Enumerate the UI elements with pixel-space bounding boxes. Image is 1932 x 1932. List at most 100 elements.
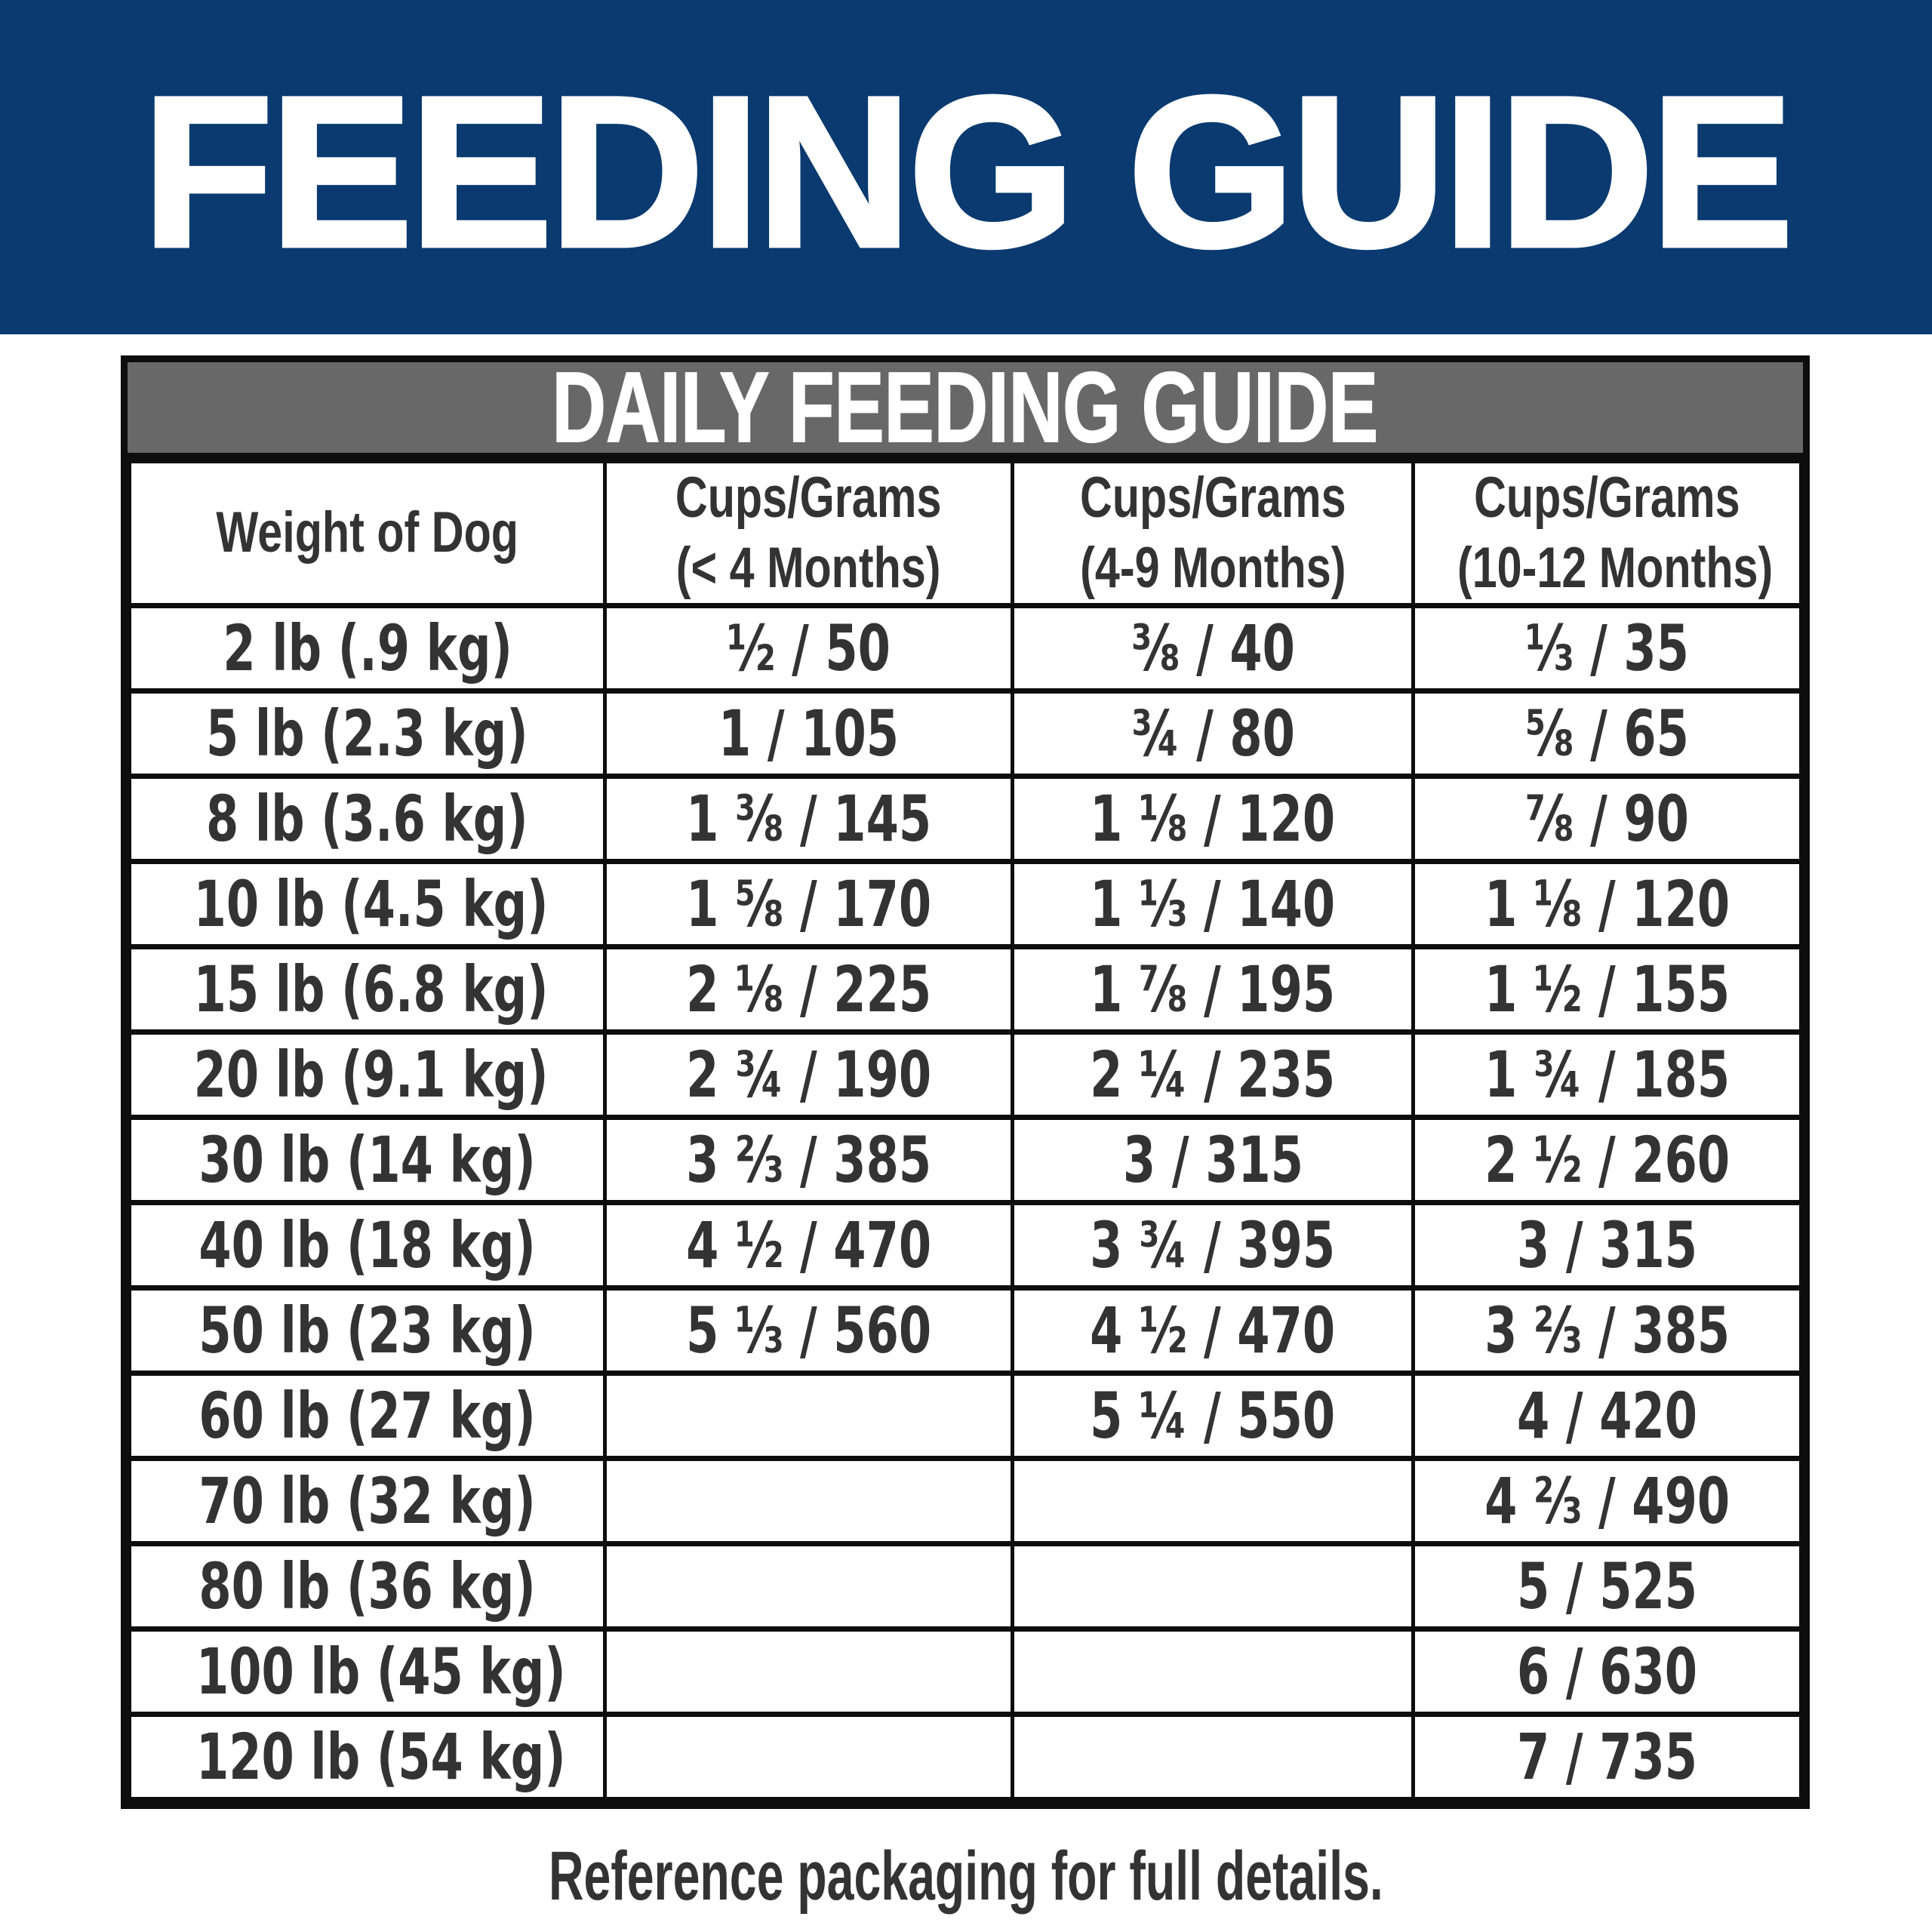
cups-4-9-months-cell: 4 ½ / 470 bbox=[1010, 1285, 1416, 1377]
table-row: 40 lb (18 kg) 4 ½ / 470 3 ¾ / 395 3 / 31… bbox=[127, 1200, 1803, 1291]
cups-10-12-months-value: 4 / 420 bbox=[1517, 1379, 1698, 1454]
cups-10-12-months-value: 6 / 630 bbox=[1517, 1635, 1698, 1709]
table-row: 20 lb (9.1 kg) 2 ¾ / 190 2 ¼ / 235 1 ¾ /… bbox=[127, 1029, 1803, 1121]
weight-value: 70 lb (32 kg) bbox=[198, 1464, 536, 1539]
table-row: 70 lb (32 kg) 4 ⅔ / 490 bbox=[127, 1456, 1803, 1547]
cups-under-4-months-cell: 1 ⅝ / 170 bbox=[603, 859, 1014, 950]
cups-4-9-months-value: 1 ⅓ / 140 bbox=[1090, 867, 1336, 942]
cups-under-4-months-value: 1 / 105 bbox=[718, 697, 900, 771]
cups-4-9-months-value: 2 ¼ / 235 bbox=[1090, 1038, 1336, 1112]
cups-10-12-months-cell: 1 ½ / 155 bbox=[1411, 944, 1803, 1035]
cups-10-12-months-cell: 4 / 420 bbox=[1411, 1371, 1803, 1462]
weight-cell: 50 lb (23 kg) bbox=[127, 1285, 608, 1377]
cups-under-4-months-cell: 1 / 105 bbox=[603, 688, 1014, 780]
cups-4-9-months-cell bbox=[1010, 1626, 1416, 1718]
cups-under-4-months-value: 1 ⅝ / 170 bbox=[686, 867, 932, 942]
weight-cell: 70 lb (32 kg) bbox=[127, 1456, 608, 1547]
cups-4-9-months-value: 4 ½ / 470 bbox=[1090, 1294, 1336, 1368]
col-header-under-4-months: Cups/Grams (< 4 Months) bbox=[603, 457, 1014, 609]
cups-under-4-months-value: ½ / 50 bbox=[727, 611, 891, 686]
cups-under-4-months-cell: 1 ⅜ / 145 bbox=[603, 774, 1014, 865]
weight-cell: 40 lb (18 kg) bbox=[127, 1200, 608, 1291]
table-row: 2 lb (.9 kg) ½ / 50 ⅜ / 40 ⅓ / 35 bbox=[127, 603, 1803, 694]
weight-cell: 20 lb (9.1 kg) bbox=[127, 1029, 608, 1121]
cups-4-9-months-cell: 3 ¾ / 395 bbox=[1010, 1200, 1416, 1291]
weight-value: 20 lb (9.1 kg) bbox=[193, 1038, 549, 1112]
page-title: FEEDING GUIDE bbox=[140, 52, 1796, 292]
weight-value: 8 lb (3.6 kg) bbox=[206, 782, 529, 857]
cups-10-12-months-value: 7 / 735 bbox=[1517, 1720, 1698, 1795]
weight-cell: 10 lb (4.5 kg) bbox=[127, 859, 608, 950]
cups-under-4-months-cell bbox=[603, 1712, 1014, 1803]
cups-4-9-months-value: 3 / 315 bbox=[1122, 1123, 1303, 1198]
col-header-4-9-months-line1: Cups/Grams bbox=[1079, 466, 1346, 530]
weight-cell: 5 lb (2.3 kg) bbox=[127, 688, 608, 780]
table-row: 15 lb (6.8 kg) 2 ⅛ / 225 1 ⅞ / 195 1 ½ /… bbox=[127, 944, 1803, 1035]
cups-under-4-months-cell: 5 ⅓ / 560 bbox=[603, 1285, 1014, 1377]
weight-value: 40 lb (18 kg) bbox=[198, 1208, 536, 1283]
cups-10-12-months-value: 5 / 525 bbox=[1517, 1549, 1698, 1624]
cups-10-12-months-value: 3 / 315 bbox=[1517, 1208, 1698, 1283]
cups-10-12-months-value: ⅓ / 35 bbox=[1525, 611, 1690, 686]
table-title: DAILY FEEDING GUIDE bbox=[552, 352, 1379, 463]
cups-10-12-months-value: 1 ⅛ / 120 bbox=[1484, 867, 1730, 942]
cups-4-9-months-value: 3 ¾ / 395 bbox=[1090, 1208, 1336, 1283]
cups-under-4-months-cell: ½ / 50 bbox=[603, 603, 1014, 694]
cups-under-4-months-value: 2 ¾ / 190 bbox=[686, 1038, 932, 1112]
cups-10-12-months-cell: 4 ⅔ / 490 bbox=[1411, 1456, 1803, 1547]
cups-4-9-months-cell: 3 / 315 bbox=[1010, 1115, 1416, 1206]
weight-cell: 2 lb (.9 kg) bbox=[127, 603, 608, 694]
cups-4-9-months-cell bbox=[1010, 1712, 1416, 1803]
weight-value: 100 lb (45 kg) bbox=[196, 1635, 566, 1709]
cups-10-12-months-value: 1 ½ / 155 bbox=[1484, 952, 1730, 1027]
col-header-4-9-months: Cups/Grams (4-9 Months) bbox=[1010, 457, 1416, 609]
banner: FEEDING GUIDE bbox=[0, 0, 1932, 334]
cups-4-9-months-cell: 5 ¼ / 550 bbox=[1010, 1371, 1416, 1462]
weight-value: 30 lb (14 kg) bbox=[198, 1123, 536, 1198]
cups-under-4-months-value: 4 ½ / 470 bbox=[686, 1208, 932, 1283]
cups-under-4-months-cell bbox=[603, 1456, 1014, 1547]
col-header-weight-label: Weight of Dog bbox=[216, 500, 518, 565]
cups-10-12-months-value: 3 ⅔ / 385 bbox=[1484, 1294, 1730, 1368]
weight-cell: 80 lb (36 kg) bbox=[127, 1541, 608, 1632]
cups-under-4-months-value: 1 ⅜ / 145 bbox=[686, 782, 932, 857]
cups-10-12-months-value: 1 ¾ / 185 bbox=[1484, 1038, 1730, 1112]
cups-10-12-months-cell: 2 ½ / 260 bbox=[1411, 1115, 1803, 1206]
weight-value: 50 lb (23 kg) bbox=[198, 1294, 536, 1368]
weight-value: 5 lb (2.3 kg) bbox=[206, 697, 529, 771]
cups-under-4-months-cell bbox=[603, 1626, 1014, 1718]
table-row: 120 lb (54 kg) 7 / 735 bbox=[127, 1712, 1803, 1803]
cups-4-9-months-cell bbox=[1010, 1456, 1416, 1547]
table-row: 60 lb (27 kg) 5 ¼ / 550 4 / 420 bbox=[127, 1371, 1803, 1462]
cups-4-9-months-value: 1 ⅛ / 120 bbox=[1090, 782, 1336, 857]
footer-note-text: Reference packaging for full details. bbox=[549, 1838, 1383, 1915]
cups-10-12-months-cell: 6 / 630 bbox=[1411, 1626, 1803, 1718]
col-header-10-12-months-line2: (10-12 Months) bbox=[1457, 535, 1774, 600]
weight-value: 2 lb (.9 kg) bbox=[222, 611, 512, 686]
weight-value: 120 lb (54 kg) bbox=[196, 1720, 566, 1795]
footer-note: Reference packaging for full details. bbox=[0, 1838, 1932, 1915]
table-row: 8 lb (3.6 kg) 1 ⅜ / 145 1 ⅛ / 120 ⅞ / 90 bbox=[127, 774, 1803, 865]
cups-10-12-months-cell: 7 / 735 bbox=[1411, 1712, 1803, 1803]
cups-10-12-months-cell: 1 ¾ / 185 bbox=[1411, 1029, 1803, 1121]
cups-under-4-months-value: 2 ⅛ / 225 bbox=[686, 952, 932, 1027]
cups-10-12-months-cell: ⅝ / 65 bbox=[1411, 688, 1803, 780]
cups-under-4-months-cell bbox=[603, 1371, 1014, 1462]
cups-4-9-months-cell: 1 ⅛ / 120 bbox=[1010, 774, 1416, 865]
table-row: 10 lb (4.5 kg) 1 ⅝ / 170 1 ⅓ / 140 1 ⅛ /… bbox=[127, 859, 1803, 950]
cups-under-4-months-value: 3 ⅔ / 385 bbox=[686, 1123, 932, 1198]
cups-under-4-months-cell: 3 ⅔ / 385 bbox=[603, 1115, 1014, 1206]
weight-value: 60 lb (27 kg) bbox=[198, 1379, 536, 1454]
cups-10-12-months-cell: 1 ⅛ / 120 bbox=[1411, 859, 1803, 950]
table-row: 100 lb (45 kg) 6 / 630 bbox=[127, 1626, 1803, 1718]
weight-value: 10 lb (4.5 kg) bbox=[193, 867, 549, 942]
feeding-table: Weight of Dog Cups/Grams (< 4 Months) Cu… bbox=[127, 457, 1803, 1803]
cups-4-9-months-cell bbox=[1010, 1541, 1416, 1632]
table-row: 5 lb (2.3 kg) 1 / 105 ¾ / 80 ⅝ / 65 bbox=[127, 688, 1803, 780]
col-header-10-12-months: Cups/Grams (10-12 Months) bbox=[1411, 457, 1803, 609]
table-body: 2 lb (.9 kg) ½ / 50 ⅜ / 40 ⅓ / 35 5 lb (… bbox=[127, 603, 1803, 1803]
weight-cell: 60 lb (27 kg) bbox=[127, 1371, 608, 1462]
cups-4-9-months-cell: 1 ⅓ / 140 bbox=[1010, 859, 1416, 950]
cups-10-12-months-cell: 3 / 315 bbox=[1411, 1200, 1803, 1291]
weight-cell: 15 lb (6.8 kg) bbox=[127, 944, 608, 1035]
